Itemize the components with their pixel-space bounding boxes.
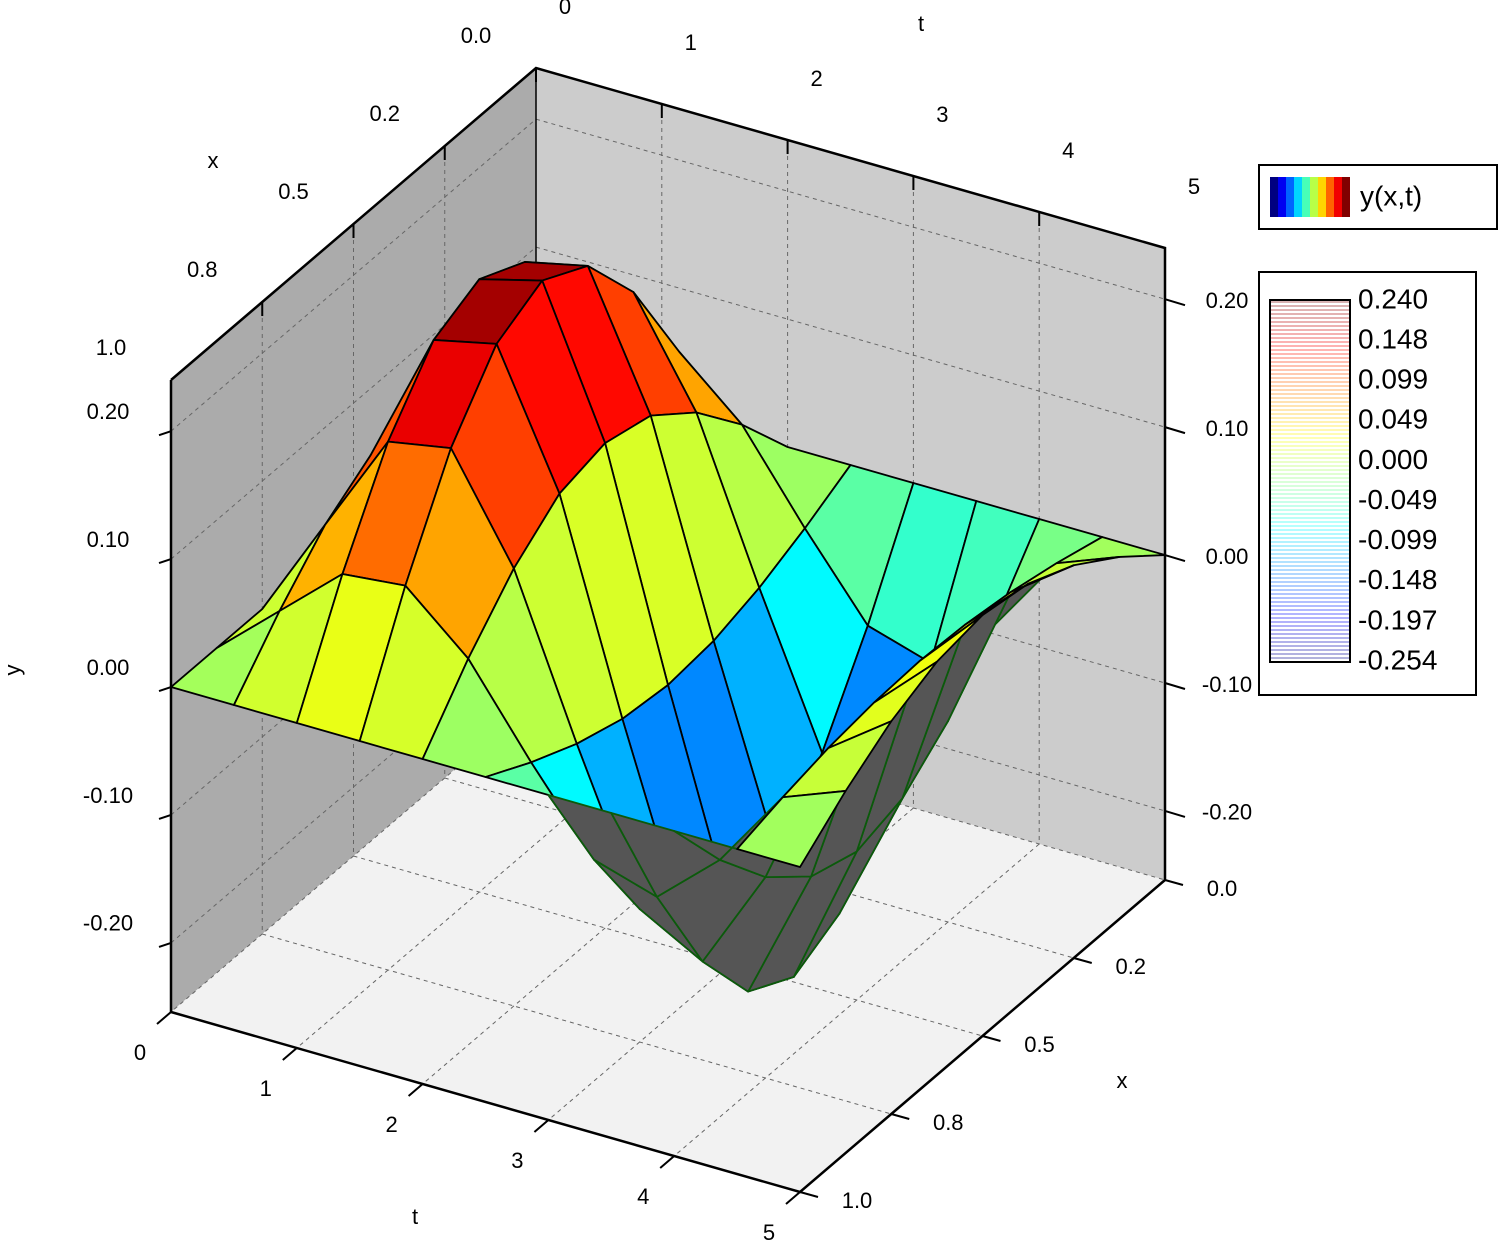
grid-line [535,246,1166,428]
colorbar-label: -0.099 [1358,524,1437,555]
t-tick-label: 1 [260,1076,272,1101]
x-tick-label: 1.0 [96,335,127,360]
t-tick-label: 0 [134,1040,146,1065]
tick-mark [799,1191,819,1198]
grid-line [170,118,537,432]
colorbar-label: -0.254 [1358,644,1437,675]
swatch-stripe [1326,177,1334,217]
x-tick-label: 0.5 [278,179,309,204]
grid-line [535,699,1166,881]
t-tick-label: 4 [1062,138,1074,163]
tick-mark [890,1113,910,1120]
x-tick-label: 0.0 [1207,876,1238,901]
y-tick-label: -0.10 [1202,672,1252,697]
x-tick-label: 0.8 [933,1110,964,1135]
t-axis-title: t [412,1204,418,1229]
tick-mark [158,430,172,437]
t-tick-label: 1 [685,30,697,55]
colorbar-label: -0.148 [1358,564,1437,595]
tick-mark [158,558,172,565]
colorbar-label: 0.099 [1358,364,1428,395]
swatch-stripe [1270,177,1278,217]
t-tick-label: 2 [810,66,822,91]
floor [171,700,1165,1192]
grid-line [262,933,892,1115]
colorbar-label: 0.000 [1358,444,1428,475]
colorbar-label: 0.049 [1358,404,1428,435]
y-tick-label: 0.20 [1206,288,1249,313]
legend-label: y(x,t) [1360,180,1422,211]
y-tick-label: 0.00 [1206,544,1249,569]
tick-mark [156,1011,172,1025]
tick-mark [533,1119,550,1133]
x-tick-label: 0.2 [1115,954,1146,979]
tick-mark [158,814,172,820]
swatch-stripe [1294,177,1302,217]
t-tick-label: 5 [763,1220,775,1245]
tick-mark [282,1047,298,1061]
ticks [156,68,1186,1205]
y-tick-label: -0.20 [83,911,133,936]
swatch-stripe [1302,177,1310,217]
y-tick-label: 0.20 [87,399,130,424]
y-tick-label: -0.10 [83,783,133,808]
x-tick-label: 0.5 [1024,1032,1055,1057]
swatch-stripe [1310,177,1318,217]
t-tick-label: 5 [1188,174,1200,199]
tick-mark [982,1035,1001,1042]
grid-line [535,502,1166,684]
colorbar-label: 0.148 [1358,324,1428,355]
legend-swatch [1270,177,1350,217]
x-axis-title: x [208,148,219,173]
colorbar-label: -0.197 [1358,604,1437,635]
tick-mark [1164,554,1186,563]
grid-line [535,118,1166,300]
x-tick-label: 0.2 [369,101,400,126]
colorbar [1271,301,1349,663]
x-tick-label: 1.0 [842,1188,873,1213]
tick-mark [1164,809,1186,818]
tick-mark [659,1155,675,1169]
swatch-stripe [1334,177,1342,217]
y-tick-label: 0.10 [87,527,130,552]
x-axis-title: x [1117,1068,1128,1093]
swatch-stripe [1318,177,1326,217]
surface [170,261,1166,993]
t-tick-label: 2 [385,1112,397,1137]
t-tick-label: 0 [559,0,571,19]
y-axis-title: y [0,665,25,676]
colorbar-label: -0.049 [1358,484,1437,515]
tick-mark [1164,298,1186,307]
x-tick-label: 0.0 [461,23,492,48]
x-tick-label: 0.8 [187,257,218,282]
tick-mark [1164,682,1186,690]
tick-mark [1164,879,1184,886]
colorbar-frame [1269,299,1351,663]
y-tick-label: 0.00 [87,655,130,680]
t-tick-label: 4 [637,1184,649,1209]
grid-line [353,855,983,1037]
y-tick-label: 0.10 [1206,416,1249,441]
tick-mark [1073,957,1093,964]
tick-mark [407,1083,424,1097]
swatch-stripe [1342,177,1350,217]
swatch-stripe [1278,177,1286,217]
y-tick-label: -0.20 [1202,800,1252,825]
surface-cell [736,790,847,868]
tick-mark [158,941,172,948]
tick-mark [158,686,172,692]
grid-line [535,630,1166,812]
colorbar-label: 0.240 [1358,283,1428,314]
t-tick-label: 3 [511,1148,523,1173]
t-tick-label: 3 [936,102,948,127]
swatch-stripe [1286,177,1294,217]
tick-mark [785,1191,801,1205]
tick-mark [1164,426,1186,435]
t-axis-title: t [918,11,924,36]
grid-line [444,777,1074,959]
